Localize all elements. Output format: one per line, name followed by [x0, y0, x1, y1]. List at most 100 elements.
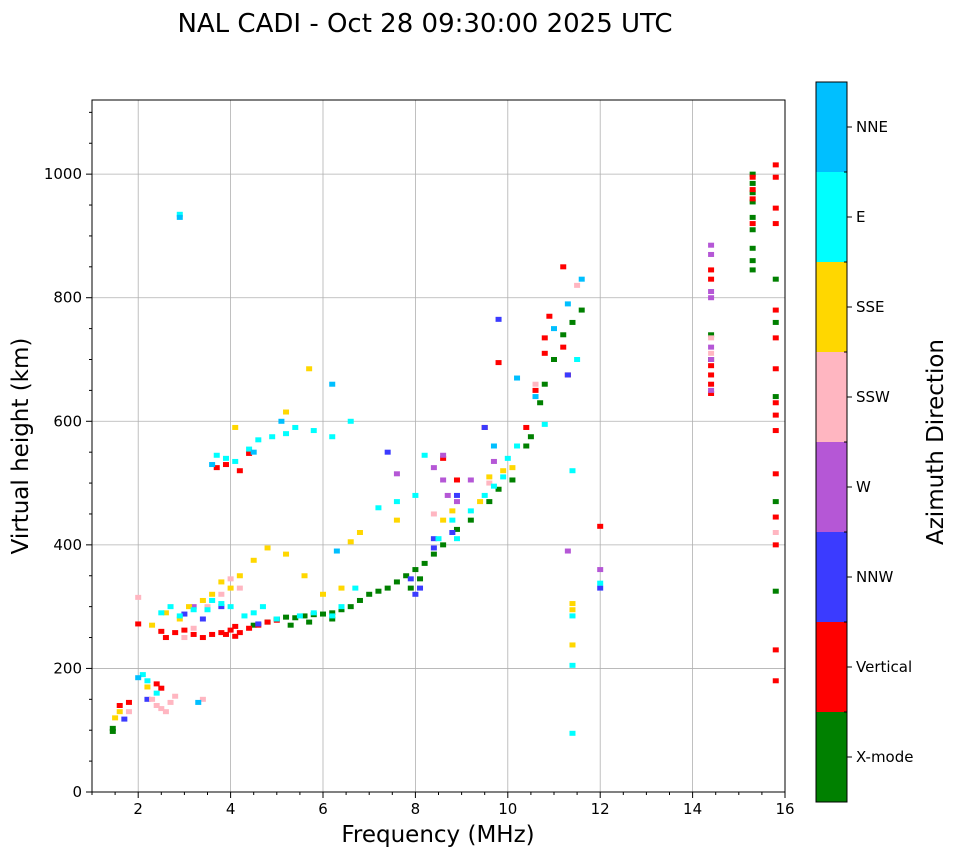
- data-point-x-mode: [421, 560, 428, 566]
- colorbar-frame: [815, 81, 848, 803]
- data-point-nne: [195, 699, 202, 705]
- data-point-vertical: [772, 335, 779, 341]
- data-point-e: [241, 613, 248, 619]
- data-point-e: [504, 455, 511, 461]
- data-point-x-mode: [749, 180, 756, 186]
- data-point-sse: [486, 474, 493, 480]
- data-point-e: [435, 536, 442, 542]
- data-point-x-mode: [412, 567, 419, 573]
- data-point-vertical: [440, 455, 447, 461]
- data-point-e: [259, 604, 266, 610]
- data-point-nnw: [453, 492, 460, 498]
- data-point-e: [283, 431, 290, 437]
- data-point-vertical: [772, 205, 779, 211]
- data-point-e: [176, 613, 183, 619]
- data-point-e: [158, 610, 165, 616]
- data-point-x-mode: [109, 725, 116, 731]
- data-point-nne: [250, 449, 257, 455]
- data-point-x-mode: [109, 728, 116, 734]
- data-point-x-mode: [749, 258, 756, 264]
- data-point-e: [329, 613, 336, 619]
- data-point-e: [467, 508, 474, 514]
- data-point-vertical: [772, 412, 779, 418]
- data-point-w: [708, 344, 715, 350]
- data-point-e: [569, 468, 576, 474]
- data-point-e: [347, 418, 354, 424]
- data-point-ssw: [125, 709, 132, 715]
- data-point-x-mode: [417, 576, 424, 582]
- data-point-nnw: [412, 591, 419, 597]
- colorbar-label: Azimuth Direction: [923, 339, 949, 545]
- data-point-vertical: [560, 264, 567, 270]
- colorbar-swatch-nne: [816, 82, 847, 172]
- data-point-vertical: [181, 627, 188, 633]
- data-point-ssw: [204, 604, 211, 610]
- data-point-vertical: [199, 635, 206, 641]
- data-point-e: [255, 437, 262, 443]
- grid-lines: [92, 100, 785, 792]
- data-point-e: [569, 730, 576, 736]
- data-point-e: [296, 613, 303, 619]
- colorbar-label-w: W: [856, 478, 871, 496]
- data-point-vertical: [218, 630, 225, 636]
- data-point-x-mode: [250, 622, 257, 628]
- data-point-vertical: [236, 468, 243, 474]
- data-point-vertical: [495, 360, 502, 366]
- data-point-e: [310, 610, 317, 616]
- data-point-nne: [329, 381, 336, 387]
- data-point-ssw: [236, 585, 243, 591]
- data-point-vertical: [246, 625, 253, 631]
- data-point-ssw: [486, 480, 493, 486]
- data-point-e: [246, 446, 253, 452]
- data-point-nne: [564, 301, 571, 307]
- data-point-x-mode: [569, 319, 576, 325]
- data-point-nne: [176, 214, 183, 220]
- data-point-w: [393, 471, 400, 477]
- data-point-e: [338, 604, 345, 610]
- data-point-w: [440, 477, 447, 483]
- data-point-vertical: [749, 174, 756, 180]
- data-point-nnw: [121, 716, 128, 722]
- data-point-e: [449, 517, 456, 523]
- data-point-sse: [393, 517, 400, 523]
- colorbar-swatch-x-mode: [816, 712, 847, 802]
- data-point-ssw: [708, 335, 715, 341]
- data-point-w: [708, 357, 715, 362]
- data-point-e: [500, 474, 507, 480]
- colorbar-swatch-nnw: [816, 532, 847, 622]
- data-point-vertical: [772, 514, 779, 520]
- data-point-x-mode: [541, 381, 548, 387]
- data-point-sse: [232, 424, 239, 430]
- data-point-x-mode: [430, 551, 437, 557]
- data-point-ssw: [772, 530, 779, 535]
- data-point-x-mode: [287, 622, 294, 628]
- data-point-sse: [227, 585, 234, 591]
- colorbar-swatch-vertical: [816, 622, 847, 712]
- data-point-x-mode: [772, 276, 779, 282]
- data-point-e: [481, 492, 488, 498]
- data-point-w: [708, 295, 715, 301]
- data-point-vertical: [772, 307, 779, 313]
- data-point-nnw: [564, 372, 571, 378]
- data-point-sse: [112, 715, 119, 721]
- data-point-vertical: [135, 621, 142, 627]
- data-point-vertical: [708, 381, 715, 387]
- data-point-e: [597, 580, 604, 586]
- data-point-nnw: [597, 585, 604, 591]
- data-point-vertical: [172, 630, 179, 636]
- data-point-vertical: [749, 221, 756, 227]
- data-point-nne: [578, 276, 585, 282]
- data-point-x-mode: [495, 486, 502, 492]
- data-point-vertical: [708, 267, 715, 273]
- data-point-sse: [236, 573, 243, 579]
- data-point-nne: [209, 462, 216, 468]
- data-point-vertical: [749, 187, 756, 193]
- data-point-nnw: [144, 696, 151, 702]
- data-point-ssw: [172, 693, 179, 699]
- data-point-vertical: [162, 635, 169, 641]
- data-point-nnw: [255, 621, 262, 627]
- x-axis-label: Frequency (MHz): [341, 822, 534, 848]
- data-point-x-mode: [560, 332, 567, 338]
